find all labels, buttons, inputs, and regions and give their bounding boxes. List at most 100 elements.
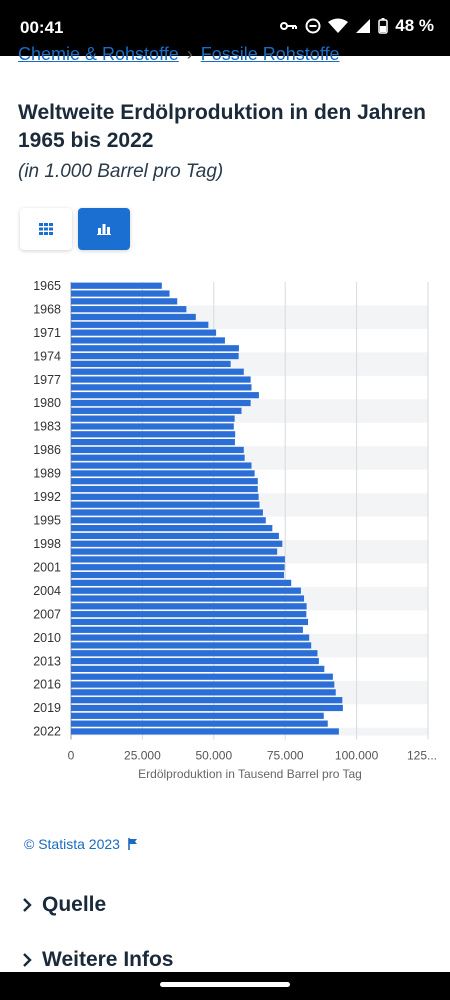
bar-1977[interactable] — [71, 376, 251, 383]
wifi-icon — [328, 18, 349, 33]
y-tick-label: 1995 — [33, 514, 61, 528]
status-bar: 00:41 48 % — [0, 0, 450, 56]
bar-2005[interactable] — [71, 595, 305, 602]
bar-2019[interactable] — [71, 704, 343, 712]
bar-1971[interactable] — [71, 329, 217, 336]
bar-2015[interactable] — [71, 673, 333, 680]
bar-1990[interactable] — [71, 478, 258, 485]
bar-2001[interactable] — [71, 564, 285, 571]
bar-1967[interactable] — [71, 298, 178, 305]
y-tick-label: 1983 — [33, 420, 61, 434]
bar-2013[interactable] — [71, 657, 319, 665]
x-tick-label: 50.000 — [195, 749, 232, 763]
navigation-bar — [0, 972, 450, 1000]
y-tick-label: 2007 — [33, 607, 61, 621]
bar-1998[interactable] — [71, 540, 283, 547]
bar-1975[interactable] — [71, 360, 231, 368]
bar-1981[interactable] — [71, 407, 242, 414]
y-tick-label: 2004 — [33, 584, 61, 598]
y-tick-label: 1974 — [33, 349, 61, 363]
bar-1983[interactable] — [71, 423, 234, 430]
y-tick-label: 1977 — [33, 373, 61, 387]
table-view-button[interactable] — [20, 208, 72, 250]
page-title: Weltweite Erdölproduktion in den Jahren … — [18, 101, 426, 152]
bar-1994[interactable] — [71, 509, 263, 516]
y-tick-label: 1998 — [33, 537, 61, 551]
bar-1970[interactable] — [71, 321, 209, 328]
bar-1965[interactable] — [71, 282, 162, 289]
y-tick-label: 2016 — [33, 678, 61, 692]
bar-1984[interactable] — [71, 431, 236, 438]
breadcrumb: Chemie & Rohstoffe › Fossile Rohstoffe — [18, 44, 340, 65]
x-axis-title: Erdölproduktion in Tausend Barrel pro Ta… — [138, 767, 362, 781]
bar-2003[interactable] — [71, 579, 292, 586]
bar-1978[interactable] — [71, 384, 252, 391]
bar-2004[interactable] — [71, 587, 301, 594]
bar-2000[interactable] — [71, 556, 285, 563]
bar-1972[interactable] — [71, 337, 225, 344]
bar-2018[interactable] — [71, 697, 343, 704]
x-tick-label: 25.000 — [124, 749, 161, 763]
status-time: 00:41 — [20, 18, 64, 37]
battery-percentage: 48 % — [395, 16, 434, 35]
bar-2016[interactable] — [71, 681, 335, 688]
chevron-right-icon — [23, 898, 32, 912]
bar-2009[interactable] — [71, 626, 303, 633]
bar-1974[interactable] — [71, 352, 239, 360]
bar-2022[interactable] — [71, 728, 339, 735]
breadcrumb-link-fossile[interactable]: Fossile Rohstoffe — [200, 44, 340, 64]
bar-1997[interactable] — [71, 532, 279, 540]
bar-2017[interactable] — [71, 689, 336, 696]
bar-1976[interactable] — [71, 368, 244, 375]
bar-2014[interactable] — [71, 665, 325, 672]
bar-1999[interactable] — [71, 548, 278, 555]
bar-2006[interactable] — [71, 603, 307, 610]
table-icon — [39, 223, 53, 235]
bar-2020[interactable] — [71, 712, 324, 719]
bar-2012[interactable] — [71, 650, 318, 657]
status-icons: 48 % — [280, 16, 434, 36]
y-tick-label: 2010 — [33, 631, 61, 645]
x-tick-label: 0 — [68, 749, 75, 763]
flag-icon — [128, 838, 137, 850]
bar-1987[interactable] — [71, 454, 245, 461]
y-tick-label: 1989 — [33, 467, 61, 481]
bar-1989[interactable] — [71, 470, 255, 477]
bar-2021[interactable] — [71, 720, 328, 727]
weitere-infos-accordion[interactable]: Weitere Infos — [22, 948, 173, 972]
bar-1988[interactable] — [71, 462, 252, 469]
bar-2008[interactable] — [71, 618, 309, 626]
bar-2010[interactable] — [71, 634, 310, 641]
y-tick-label: 1968 — [33, 302, 61, 316]
quelle-accordion[interactable]: Quelle — [22, 893, 106, 917]
home-gesture-handle[interactable] — [160, 982, 290, 987]
y-tick-label: 1992 — [33, 490, 61, 504]
bar-1968[interactable] — [71, 306, 187, 313]
bar-2007[interactable] — [71, 611, 307, 618]
bar-1985[interactable] — [71, 439, 235, 446]
bar-1966[interactable] — [71, 290, 170, 297]
bar-1986[interactable] — [71, 446, 244, 454]
bar-chart: 1965 1968 1971 1974 1977 1980 1983 1986 1989 1992… — [33, 279, 437, 781]
y-tick-label: 2019 — [33, 701, 61, 715]
x-tick-label: 100.000 — [335, 749, 379, 763]
bar-1992[interactable] — [71, 493, 259, 500]
bar-1982[interactable] — [71, 415, 235, 422]
credit-text: © Statista 2023 — [24, 836, 120, 852]
bar-2002[interactable] — [71, 571, 285, 579]
breadcrumb-link-chemie[interactable]: Chemie & Rohstoffe — [18, 44, 179, 64]
y-tick-label: 2022 — [33, 725, 61, 739]
bar-1991[interactable] — [71, 485, 258, 493]
bar-1995[interactable] — [71, 517, 266, 524]
bar-1979[interactable] — [71, 392, 259, 399]
statista-credit[interactable]: © Statista 2023 — [24, 836, 138, 852]
chart-view-button[interactable] — [78, 208, 130, 250]
bar-1980[interactable] — [71, 399, 251, 407]
bar-2011[interactable] — [71, 642, 312, 649]
bar-1969[interactable] — [71, 313, 196, 321]
bar-1973[interactable] — [71, 345, 239, 352]
bar-1993[interactable] — [71, 501, 260, 508]
bar-1996[interactable] — [71, 525, 273, 532]
y-tick-label: 1971 — [33, 326, 61, 340]
quelle-label: Quelle — [42, 893, 107, 916]
